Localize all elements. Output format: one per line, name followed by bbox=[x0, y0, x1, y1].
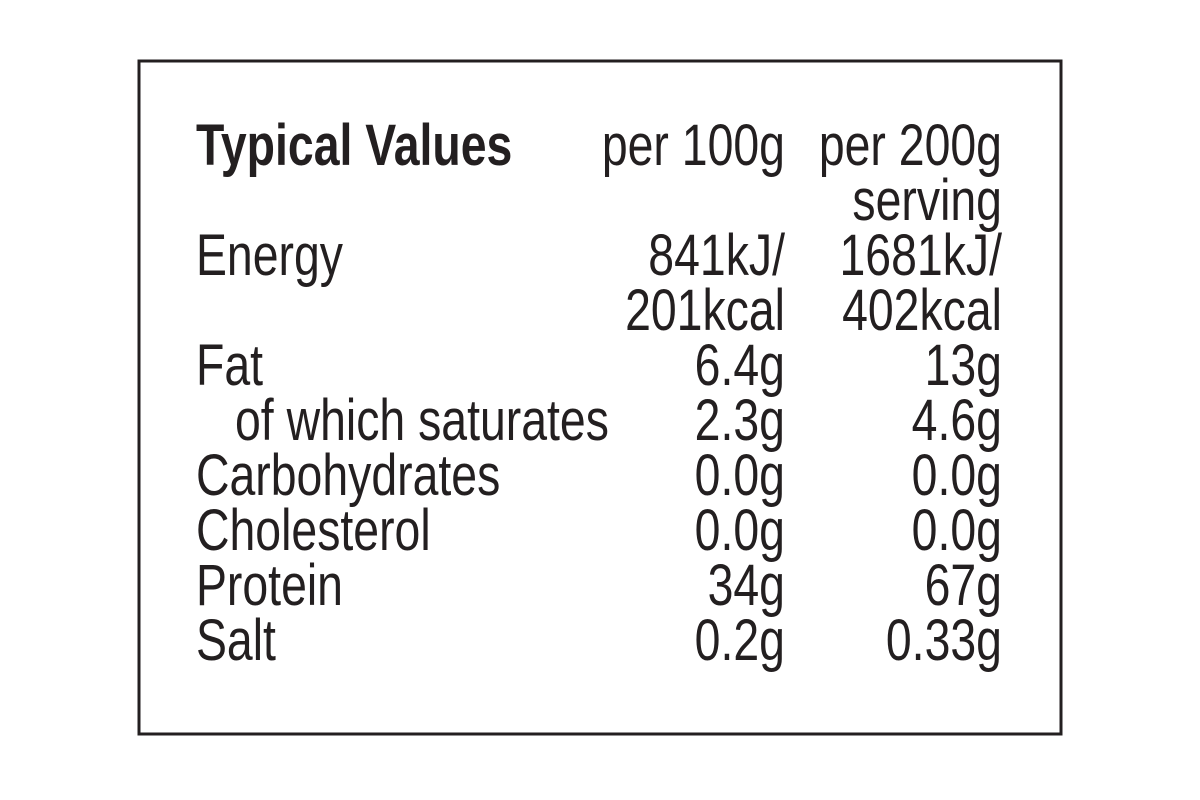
cell-value: 2.3g bbox=[695, 388, 785, 453]
cell-value: 34g bbox=[708, 553, 785, 618]
cell-value: 0.0g bbox=[695, 498, 785, 563]
cell-value: 201kcal bbox=[625, 278, 785, 343]
cell-value: 6.4g bbox=[695, 333, 785, 398]
column-header: serving bbox=[852, 168, 1002, 233]
cell-value: 0.0g bbox=[695, 443, 785, 508]
row-label: Cholesterol bbox=[196, 498, 431, 563]
cell-value: 13g bbox=[925, 333, 1002, 398]
cell-value: 841kJ/ bbox=[648, 223, 785, 288]
cell-value: 402kcal bbox=[842, 278, 1002, 343]
cell-value: 0.2g bbox=[695, 608, 785, 673]
cell-value: 0.0g bbox=[912, 498, 1002, 563]
column-header: per 200g bbox=[819, 113, 1002, 178]
header-title: Typical Values bbox=[196, 113, 512, 178]
cell-value: 4.6g bbox=[912, 388, 1002, 453]
row-label: Carbohydrates bbox=[196, 443, 500, 508]
row-label: Protein bbox=[196, 553, 343, 618]
row-label: of which saturates bbox=[235, 388, 609, 453]
column-header: per 100g bbox=[602, 113, 785, 178]
cell-value: 1681kJ/ bbox=[840, 223, 1003, 288]
row-label: Salt bbox=[196, 608, 276, 673]
cell-value: 0.33g bbox=[886, 608, 1002, 673]
row-label: Energy bbox=[196, 223, 344, 288]
row-label: Fat bbox=[196, 333, 263, 398]
cell-value: 0.0g bbox=[912, 443, 1002, 508]
cell-value: 67g bbox=[925, 553, 1002, 618]
label-border bbox=[137, 59, 1063, 736]
